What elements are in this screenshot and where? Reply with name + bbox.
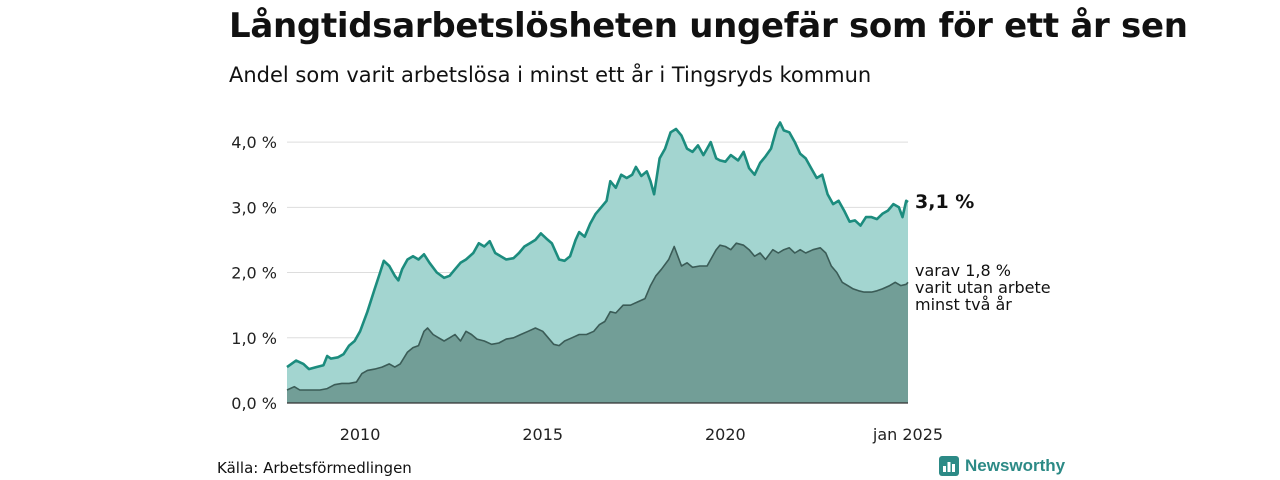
series-2-end-label-line: varit utan arbete (915, 278, 1051, 297)
newsworthy-icon (939, 456, 959, 476)
x-tick-label: 2020 (705, 425, 746, 444)
y-tick-label: 0,0 % (231, 394, 277, 413)
y-tick-label: 2,0 % (231, 264, 277, 283)
x-tick-label: jan 2025 (872, 425, 943, 444)
brand-name: Newsworthy (965, 456, 1066, 475)
x-tick-label: 2010 (340, 425, 381, 444)
y-tick-label: 3,0 % (231, 198, 277, 217)
source-note: Källa: Arbetsförmedlingen (217, 459, 412, 477)
y-axis: 0,0 % 1,0 % 2,0 % 3,0 % 4,0 % (231, 133, 277, 413)
y-tick-label: 4,0 % (231, 133, 277, 152)
series-2-end-label-line: minst två år (915, 295, 1012, 314)
series-2-line (286, 242, 909, 391)
series-1-end-label: 3,1 % (915, 191, 974, 213)
chart-subtitle: Andel som varit arbetslösa i minst ett å… (229, 63, 872, 87)
y-tick-label: 1,0 % (231, 329, 277, 348)
series-2-end-label-line: varav 1,8 % (915, 261, 1011, 280)
x-tick-label: 2015 (522, 425, 563, 444)
chart-title: Långtidsarbetslösheten ungefär som för e… (229, 6, 1188, 46)
series-1-line (286, 121, 909, 371)
series-areas (286, 121, 909, 404)
brand-logo: Newsworthy (939, 456, 1065, 476)
series-2-area (287, 243, 908, 403)
x-axis: 2010 2015 2020 jan 2025 (340, 425, 943, 444)
